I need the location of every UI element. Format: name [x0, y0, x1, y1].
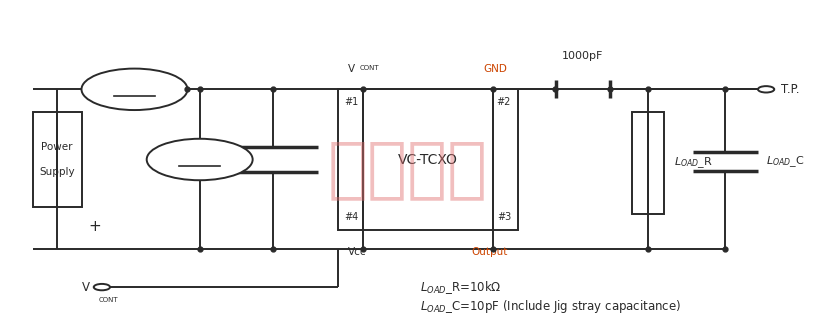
Bar [33, 112, 82, 207]
Text: Vcc: Vcc [348, 247, 367, 257]
Text: Output: Output [471, 247, 508, 257]
Text: 10000pF: 10000pF [176, 151, 224, 161]
Text: −: − [88, 85, 101, 100]
Text: V: V [348, 63, 355, 74]
Text: $L_{OAD}$_C=10pF (Include Jig stray capacitance): $L_{OAD}$_C=10pF (Include Jig stray capa… [420, 298, 681, 315]
Text: V: V [82, 281, 90, 293]
Text: 泰河电子: 泰河电子 [328, 136, 487, 202]
Text: VC-TCXO: VC-TCXO [398, 152, 458, 167]
Circle shape [758, 86, 774, 93]
Bar [338, 89, 518, 230]
Text: $L_{OAD}$_C: $L_{OAD}$_C [766, 154, 804, 168]
Text: $L_{OAD}$_R=10k$\Omega$: $L_{OAD}$_R=10k$\Omega$ [420, 278, 501, 296]
Text: CONT: CONT [359, 65, 379, 71]
Text: $L_{OAD}$_R: $L_{OAD}$_R [674, 155, 713, 170]
Text: Supply: Supply [39, 167, 75, 177]
Text: +: + [88, 219, 101, 234]
Text: 1000pF: 1000pF [562, 51, 603, 61]
Circle shape [82, 69, 187, 110]
Text: #4: #4 [345, 212, 359, 222]
Text: #1: #1 [345, 97, 359, 107]
Text: mA: mA [126, 79, 143, 90]
Text: T.P.: T.P. [781, 83, 800, 96]
Text: #2: #2 [496, 97, 511, 107]
Text: Power: Power [42, 142, 73, 152]
Bar [632, 112, 664, 214]
Text: V: V [196, 148, 204, 161]
Text: CONT: CONT [99, 297, 118, 303]
Circle shape [147, 139, 253, 180]
Text: GND: GND [484, 63, 508, 74]
Text: #3: #3 [497, 212, 511, 222]
Circle shape [94, 284, 110, 290]
